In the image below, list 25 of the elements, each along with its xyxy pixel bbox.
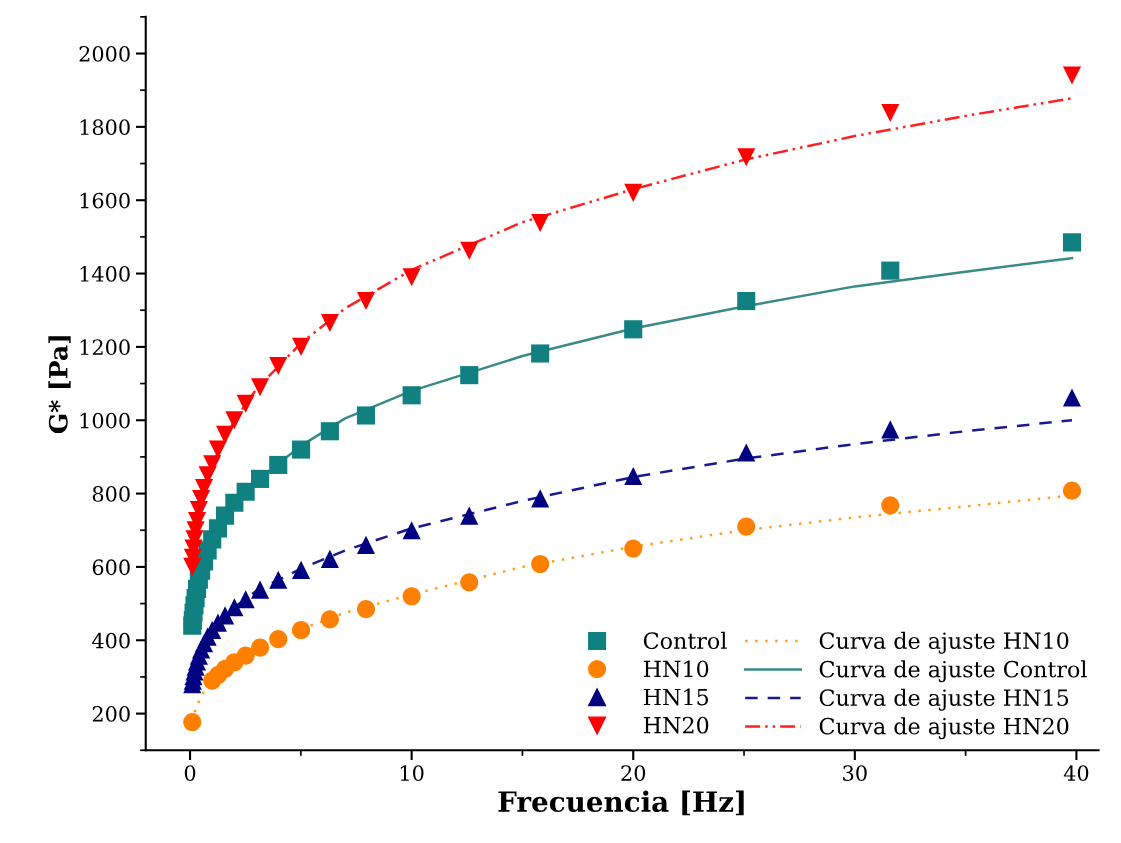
y-tick-label: 1400 — [80, 266, 130, 282]
legend-label: Curva de ajuste HN15 — [819, 688, 1069, 711]
x-tick-label: 40 — [1063, 765, 1089, 781]
legend-label: Curva de ajuste Control — [819, 660, 1087, 683]
x-tick-label: 30 — [843, 765, 867, 781]
legend-label: Control — [643, 631, 727, 650]
y-tick-label: 800 — [92, 486, 130, 502]
y-tick-label: 400 — [92, 632, 130, 649]
y-tick-label: 1600 — [80, 192, 130, 209]
x-tick-label: 0 — [184, 765, 196, 781]
legend-label: HN15 — [643, 688, 709, 706]
x-tick-label: 20 — [621, 765, 646, 781]
y-tick-label: 600 — [92, 559, 130, 576]
legend-label: Curva de ajuste HN20 — [819, 717, 1069, 740]
y-axis-title: G* [Pa] — [48, 336, 71, 434]
y-tick-label: 1200 — [80, 339, 130, 356]
legend-label: HN10 — [643, 660, 709, 678]
y-tick-label: 2000 — [79, 45, 130, 62]
legend-label: Curva de ajuste HN10 — [819, 631, 1069, 654]
x-tick-label: 10 — [400, 765, 424, 781]
legend-label: HN20 — [643, 716, 709, 734]
x-axis-title: Frecuencia [Hz] — [498, 790, 744, 816]
y-tick-label: 1000 — [80, 412, 130, 429]
y-tick-label: 200 — [92, 706, 130, 722]
y-tick-label: 1800 — [80, 119, 130, 136]
